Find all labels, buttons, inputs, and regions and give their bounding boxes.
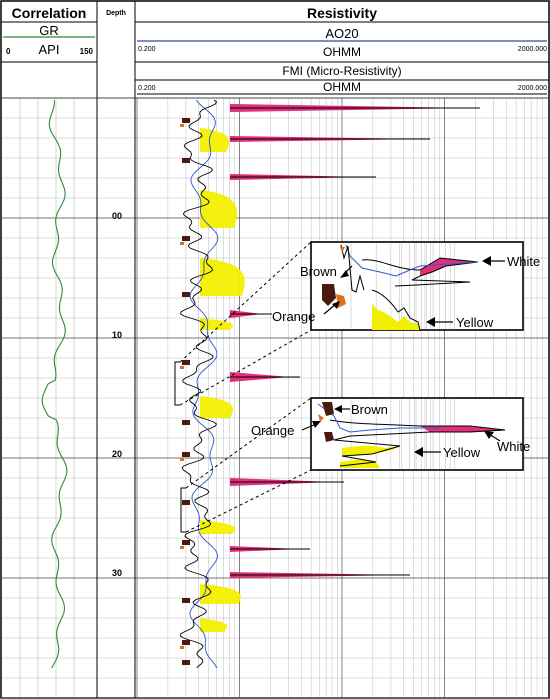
gr-unit: API [39, 42, 60, 57]
fmi-max: 2000.000 [518, 85, 547, 92]
gr-min: 0 [6, 47, 11, 56]
depth-label-00: 00 [112, 211, 122, 221]
fmi-min: 0.200 [138, 85, 156, 92]
inset-2-brown-label: Brown [351, 402, 388, 417]
inset-2-yellow-label: Yellow [443, 445, 481, 460]
depth-title: Depth [106, 10, 126, 17]
inset-1-annotations: Brown Orange White Yellow [272, 254, 540, 330]
inset-1-orange-label: Orange [272, 309, 315, 324]
zoom-inset-1 [310, 241, 524, 331]
fmi-name: FMI (Micro-Resistivity) [282, 64, 401, 78]
ao20-name: AO20 [325, 26, 358, 41]
gr-max: 150 [80, 47, 94, 56]
gr-curve [41, 99, 68, 669]
ao20-curve [189, 99, 219, 669]
inset-2-brown-fill [322, 402, 334, 416]
ao20-max: 2000.000 [518, 46, 547, 53]
inset-1-brown-fill [322, 284, 336, 306]
inset-1-white-fill [420, 258, 478, 276]
inset-2-annotations: Brown Orange White Yellow [251, 402, 530, 460]
inset-2-white-label: White [497, 439, 530, 454]
ao20-unit: OHMM [323, 45, 361, 59]
depth-label-30: 30 [112, 568, 122, 578]
zoom-inset-2 [310, 397, 524, 471]
fmi-unit: OHMM [323, 80, 361, 94]
inset-2-orange-fill [318, 414, 324, 422]
inset-2-white-fill [420, 426, 505, 432]
inset-2-orange-label: Orange [251, 423, 294, 438]
inset-1-white-label: White [507, 254, 540, 269]
ao20-min: 0.200 [138, 46, 156, 53]
inset-1-grid [350, 242, 455, 330]
zoom-brackets [174, 361, 186, 533]
correlation-title: Correlation [12, 5, 87, 21]
inset-1-brown-label: Brown [300, 264, 337, 279]
gr-curve-name: GR [39, 23, 59, 38]
depth-label-10: 10 [112, 330, 122, 340]
resistivity-fills [180, 104, 480, 665]
depth-label-20: 20 [112, 449, 122, 459]
inset-1-yellow-label: Yellow [456, 315, 494, 330]
resistivity-title: Resistivity [307, 5, 377, 21]
inset-1-yellow-fill [372, 304, 420, 330]
fmi-curve [179, 99, 218, 669]
inset-2-yellow-fill-1 [342, 445, 400, 456]
